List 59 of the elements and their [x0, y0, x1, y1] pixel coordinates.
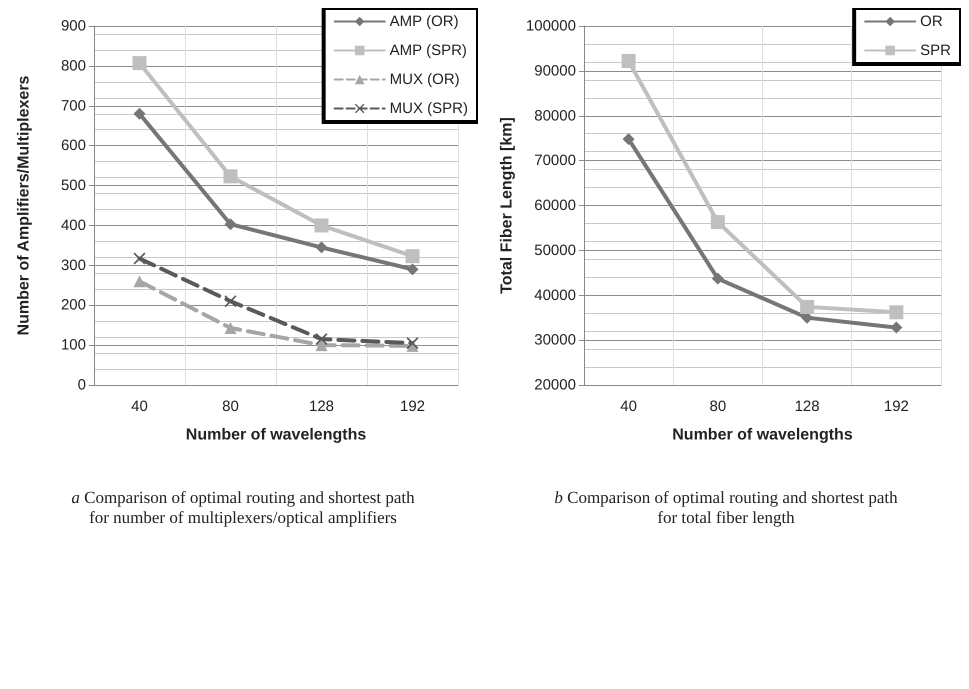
y-tick-label: 100: [60, 336, 86, 354]
point: [134, 108, 146, 120]
y-tick-label: 60000: [534, 197, 576, 214]
y-tick-label: 40000: [534, 286, 576, 304]
y-tick-label: 900: [60, 18, 86, 34]
x-tick-label: 40: [620, 398, 637, 415]
point: [712, 272, 724, 285]
y-tick-label: 400: [60, 216, 86, 234]
y-tick-label: 100000: [526, 18, 576, 34]
text: a Comparison of optimal routing and shortest path for number of multiplexers/optical amplifiers: [70, 488, 416, 528]
legend-label: SPR: [920, 42, 952, 59]
y-tick-label: 200: [60, 296, 86, 314]
x-axis-title: Number of wavelengths: [672, 426, 853, 444]
legend-label: MUX (OR): [390, 71, 460, 88]
y-tick-label: 80000: [534, 107, 576, 124]
legend-label: MUX (SPR): [390, 100, 468, 117]
point: [316, 333, 328, 346]
y-tick-label: 30000: [534, 332, 576, 349]
x-tick-label: 192: [400, 398, 426, 415]
y-axis-title: Total Fiber Length [km]: [498, 117, 516, 294]
x-tick-label: 80: [710, 398, 726, 415]
x-tick-label: 128: [308, 398, 334, 415]
point: [622, 133, 635, 146]
point: [316, 241, 328, 254]
y-tick-label: 600: [60, 137, 86, 154]
point: [132, 56, 146, 70]
point: [314, 218, 328, 232]
y-tick-label: 700: [60, 97, 86, 114]
y-tick-label: 20000: [534, 376, 576, 394]
point: [406, 263, 418, 276]
y-tick-label: 500: [60, 177, 86, 194]
text: b Comparison of optimal routing and shortest path for total fiber length: [553, 488, 899, 528]
legend-label: OR: [920, 13, 943, 30]
y-tick-label: 0: [78, 376, 86, 394]
y-tick-label: 90000: [534, 62, 576, 80]
point: [224, 169, 238, 184]
legend-label: AMP (OR): [390, 13, 459, 30]
point: [134, 275, 146, 288]
point: [406, 337, 418, 350]
point: [406, 249, 420, 264]
x-tick-label: 80: [222, 398, 239, 415]
y-tick-label: 70000: [534, 152, 576, 170]
point: [889, 305, 904, 320]
point: [710, 215, 725, 230]
x-tick-label: 128: [794, 398, 820, 415]
point: [134, 252, 146, 265]
point: [316, 339, 328, 352]
x-tick-label: 40: [131, 398, 148, 415]
legend-label: AMP (SPR): [390, 42, 467, 59]
y-tick-label: 300: [60, 256, 86, 274]
x-axis-title: Number of wavelengths: [186, 426, 366, 444]
y-axis-title: Number of Amplifiers/Multiplexers: [16, 75, 32, 336]
y-tick-label: 50000: [534, 242, 576, 259]
x-tick-label: 192: [884, 398, 909, 415]
point: [622, 54, 636, 68]
point: [224, 218, 236, 230]
point: [224, 322, 236, 334]
y-tick-label: 800: [60, 57, 86, 74]
point: [800, 300, 814, 314]
